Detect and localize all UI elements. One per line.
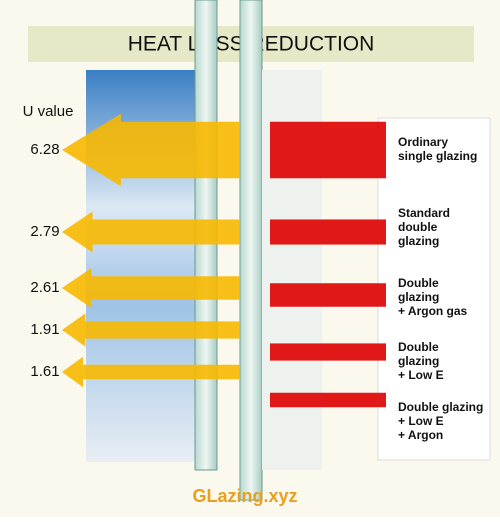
heat-arrow [62,313,240,347]
value-label: 6.28 [30,141,59,158]
category-label: Standard double glazing [398,206,450,248]
label-box [377,117,491,461]
heat-arrow [62,356,240,388]
heat-bar [270,343,386,361]
heat-bar [270,283,386,307]
heat-arrow [62,211,240,253]
category-label: Ordinary single glazing [398,135,477,163]
heat-arrow [62,113,240,187]
axis-label: U value [23,103,74,120]
value-label: 1.91 [30,321,59,338]
heat-bar [270,121,386,179]
category-label: Double glazing + Argon gas [398,276,468,318]
glass-pane [239,0,263,501]
footer: GLazing.xyz [192,486,297,506]
value-label: 2.79 [30,223,59,240]
heat-arrow [62,268,240,308]
category-label: Double glazing + Low E + Argon [398,400,483,442]
heat-bar [270,392,386,408]
heat-bar [270,219,386,245]
category-label: Double glazing + Low E [398,340,444,382]
value-label: 2.61 [30,279,59,296]
value-label: 1.61 [30,363,59,380]
